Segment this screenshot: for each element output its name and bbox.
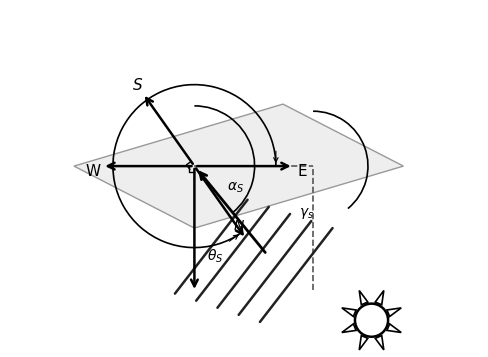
Polygon shape — [342, 308, 356, 317]
Circle shape — [355, 304, 388, 337]
Polygon shape — [375, 291, 384, 305]
Polygon shape — [387, 308, 401, 317]
Text: $\alpha_S$: $\alpha_S$ — [226, 180, 244, 195]
Polygon shape — [387, 324, 401, 332]
Polygon shape — [359, 291, 368, 305]
Text: W: W — [86, 164, 101, 179]
Polygon shape — [375, 336, 384, 350]
Text: $\theta_S$: $\theta_S$ — [207, 248, 223, 265]
Text: E: E — [298, 164, 307, 179]
Polygon shape — [359, 336, 368, 350]
Polygon shape — [342, 324, 356, 332]
Text: $\gamma_s$: $\gamma_s$ — [299, 206, 314, 221]
Polygon shape — [74, 104, 404, 228]
Text: $N$: $N$ — [233, 219, 244, 233]
Text: $S$: $S$ — [132, 77, 143, 92]
